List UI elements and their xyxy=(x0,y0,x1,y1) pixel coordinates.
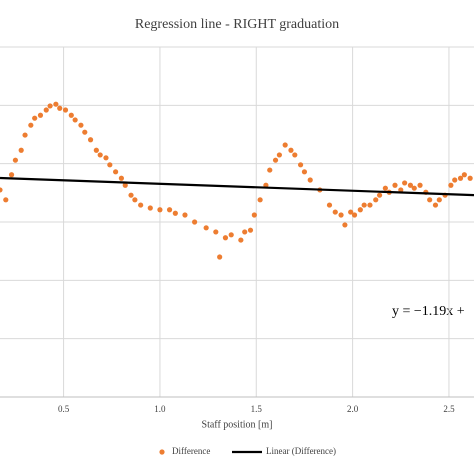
point xyxy=(78,122,84,128)
point xyxy=(62,107,69,113)
point xyxy=(122,182,128,188)
point xyxy=(436,197,442,203)
point xyxy=(402,180,408,186)
point xyxy=(432,202,439,208)
x-tick-label: 1.5 xyxy=(251,404,263,414)
point xyxy=(292,152,298,158)
point xyxy=(448,182,454,188)
point xyxy=(251,212,257,218)
point xyxy=(57,105,63,111)
point xyxy=(132,197,138,203)
point xyxy=(228,232,234,238)
point xyxy=(342,222,348,228)
point xyxy=(417,182,423,188)
point xyxy=(217,254,223,260)
point xyxy=(43,107,49,113)
point xyxy=(326,202,333,208)
point xyxy=(373,197,379,203)
point xyxy=(407,182,414,188)
point xyxy=(166,207,173,213)
point xyxy=(53,101,59,107)
point xyxy=(301,169,308,175)
x-tick-label: 1.0 xyxy=(154,404,166,414)
point xyxy=(103,155,109,161)
point xyxy=(338,212,344,218)
point xyxy=(118,175,124,181)
point xyxy=(348,209,354,215)
point xyxy=(242,229,248,235)
point xyxy=(247,227,254,233)
point xyxy=(72,117,78,123)
point xyxy=(332,209,338,215)
point xyxy=(351,212,358,218)
point xyxy=(18,147,24,153)
point xyxy=(82,129,88,135)
point xyxy=(398,187,404,193)
point xyxy=(222,235,229,241)
point xyxy=(213,229,219,235)
point xyxy=(238,237,244,243)
equation: y = −1.19x + xyxy=(392,304,465,319)
point xyxy=(22,132,28,138)
point xyxy=(282,142,288,148)
point xyxy=(427,197,433,203)
point xyxy=(172,210,178,216)
point xyxy=(376,192,383,198)
x-tick-label: 2.0 xyxy=(347,404,359,414)
point xyxy=(113,169,119,175)
point xyxy=(138,202,144,208)
point xyxy=(182,212,188,218)
point xyxy=(467,175,473,181)
point xyxy=(0,187,3,193)
point xyxy=(276,152,282,158)
point xyxy=(457,175,464,181)
legend-label: Difference xyxy=(172,446,210,456)
point xyxy=(267,167,273,173)
trendline xyxy=(0,176,474,197)
x-axis-title: Staff position [m] xyxy=(202,419,273,430)
point xyxy=(28,122,34,128)
chart-title: Regression line - RIGHT graduation xyxy=(135,17,339,32)
point xyxy=(93,147,99,153)
point xyxy=(87,137,94,143)
point xyxy=(411,185,417,191)
x-tick-label: 2.5 xyxy=(443,404,455,414)
point xyxy=(47,103,53,109)
point xyxy=(8,172,15,178)
point xyxy=(367,202,373,208)
point xyxy=(452,177,458,183)
point xyxy=(357,207,363,213)
point xyxy=(3,197,9,203)
point xyxy=(203,225,209,231)
point xyxy=(157,207,163,213)
point xyxy=(107,162,113,168)
legend-swatch xyxy=(159,449,165,455)
point xyxy=(307,177,313,183)
point xyxy=(382,185,388,191)
point xyxy=(192,219,198,225)
point xyxy=(128,192,134,198)
x-tick-label: 0.5 xyxy=(58,404,70,414)
point xyxy=(37,112,44,118)
legend-label: Linear (Difference) xyxy=(266,446,336,456)
point xyxy=(361,202,367,208)
point xyxy=(297,162,304,168)
point xyxy=(392,182,398,188)
point xyxy=(97,152,103,158)
point xyxy=(32,115,38,121)
point xyxy=(68,112,74,118)
point xyxy=(461,172,467,178)
point xyxy=(272,157,279,163)
point xyxy=(147,205,153,211)
point xyxy=(288,147,294,153)
point xyxy=(257,197,263,203)
point xyxy=(12,157,19,163)
